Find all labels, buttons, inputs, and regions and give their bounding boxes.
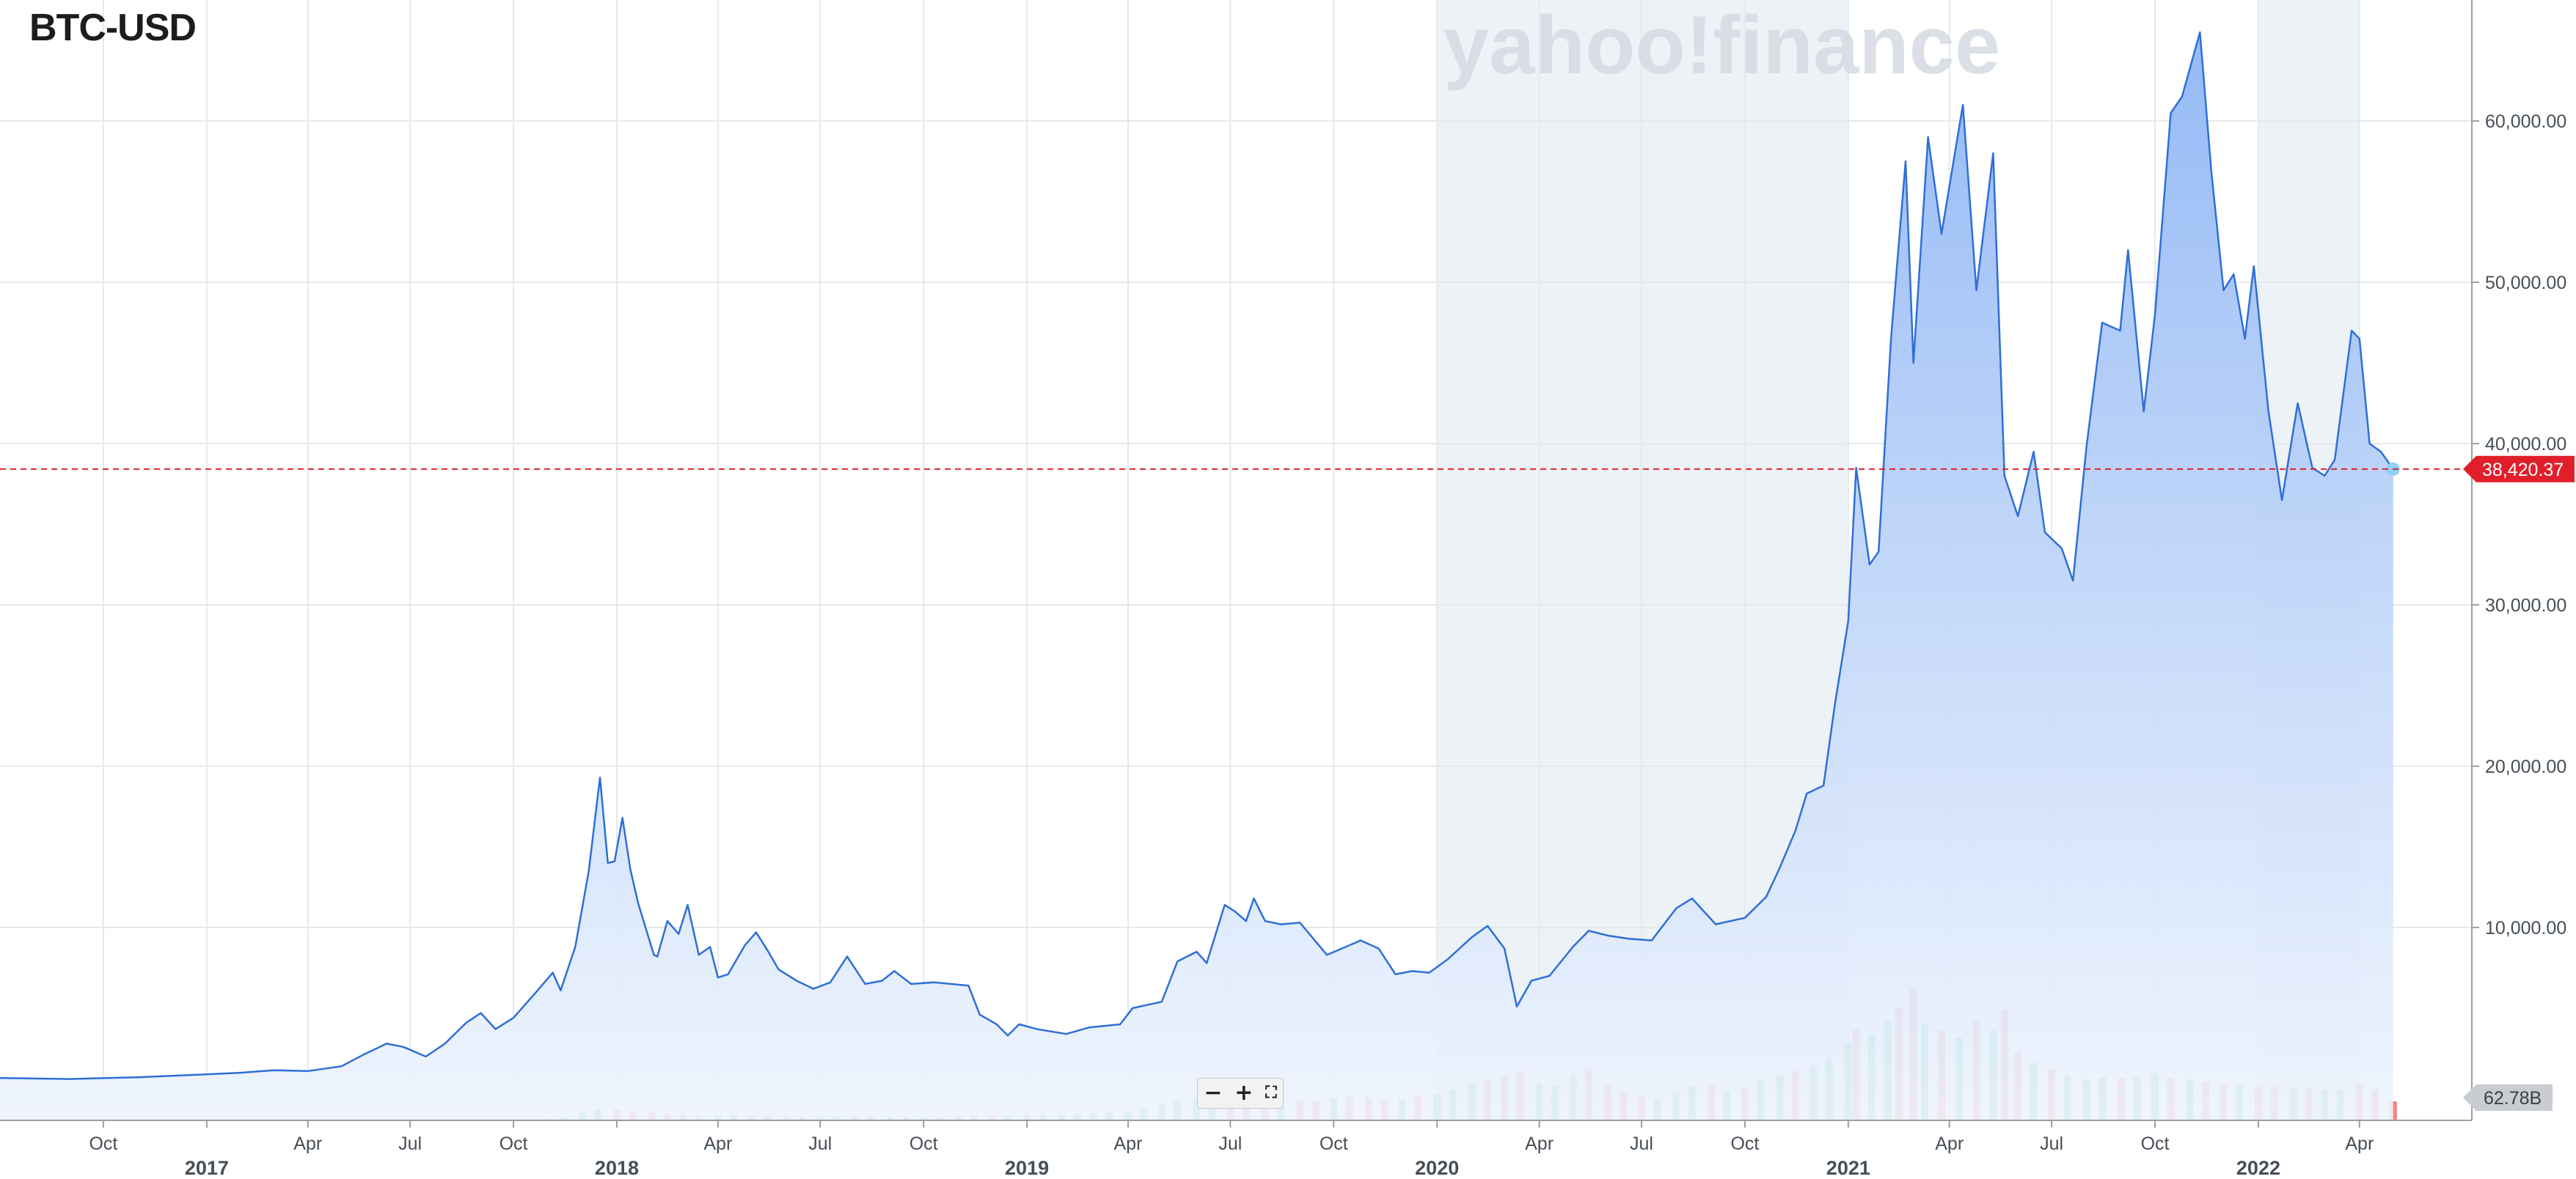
x-tick-label: Apr bbox=[2345, 1134, 2374, 1154]
x-year-label: 2017 bbox=[185, 1157, 229, 1179]
zoom-in-button[interactable]: + bbox=[1234, 1080, 1254, 1106]
x-year-label: 2021 bbox=[1826, 1157, 1870, 1179]
x-tick-label: Apr bbox=[1935, 1134, 1964, 1154]
x-tick-label: Oct bbox=[2141, 1134, 2170, 1154]
zoom-controls[interactable]: − + ⛶ bbox=[1197, 1078, 1284, 1109]
x-tick-label: Jul bbox=[1630, 1134, 1653, 1154]
x-tick-label: Oct bbox=[89, 1134, 117, 1154]
x-tick-label: Oct bbox=[910, 1134, 938, 1154]
x-axis: Oct 2017 Apr Jul Oct 2018 Apr Jul Oct 2019 Apr Jul O… bbox=[0, 1120, 2472, 1179]
last-price-tag bbox=[2463, 455, 2575, 482]
x-tick-label: Apr bbox=[293, 1134, 322, 1154]
x-tick-label: Oct bbox=[1730, 1134, 1759, 1154]
x-tick-label: Jul bbox=[808, 1134, 832, 1154]
price-line bbox=[0, 31, 2394, 1080]
x-tick-label: Apr bbox=[1113, 1134, 1142, 1154]
x-year-label: 2018 bbox=[595, 1157, 639, 1179]
x-year-label: 2022 bbox=[2236, 1157, 2280, 1179]
y-tick-label: 40,000.00 bbox=[2485, 434, 2566, 455]
fit-icon[interactable]: ⛶ bbox=[1265, 1084, 1277, 1102]
x-tick-label: Oct bbox=[1320, 1134, 1348, 1154]
x-tick-label: Apr bbox=[703, 1134, 732, 1154]
x-tick-label: Jul bbox=[2040, 1134, 2063, 1154]
ticker-symbol: BTC-USD bbox=[29, 7, 197, 49]
x-tick-label: Jul bbox=[398, 1134, 422, 1154]
x-tick-label: Jul bbox=[1218, 1134, 1242, 1154]
volume-tag-label: 62.78B bbox=[2484, 1088, 2542, 1109]
axis-tags: 38,420.37 62.78B bbox=[2463, 455, 2575, 1111]
price-area bbox=[0, 31, 2400, 1120]
x-year-label: 2020 bbox=[1415, 1157, 1459, 1179]
last-price-tag-label: 38,420.37 bbox=[2482, 460, 2564, 480]
y-tick-label: 20,000.00 bbox=[2485, 757, 2566, 777]
price-area-fill bbox=[0, 32, 2393, 1120]
yahoo-finance-watermark: yahoo!finance bbox=[1443, 0, 2000, 91]
zoom-out-button[interactable]: − bbox=[1204, 1080, 1223, 1106]
volume-tag bbox=[2463, 1084, 2553, 1111]
y-tick-label: 50,000.00 bbox=[2485, 273, 2566, 293]
x-tick-label: Apr bbox=[1525, 1134, 1554, 1154]
y-tick-label: 10,000.00 bbox=[2485, 918, 2566, 939]
y-tick-label: 60,000.00 bbox=[2485, 111, 2566, 132]
x-tick-label: Oct bbox=[500, 1134, 528, 1154]
x-year-label: 2019 bbox=[1005, 1157, 1049, 1179]
y-axis: 10,000.00 20,000.00 30,000.00 40,000.00 50,0… bbox=[2471, 0, 2566, 1120]
y-tick-label: 30,000.00 bbox=[2485, 595, 2566, 616]
